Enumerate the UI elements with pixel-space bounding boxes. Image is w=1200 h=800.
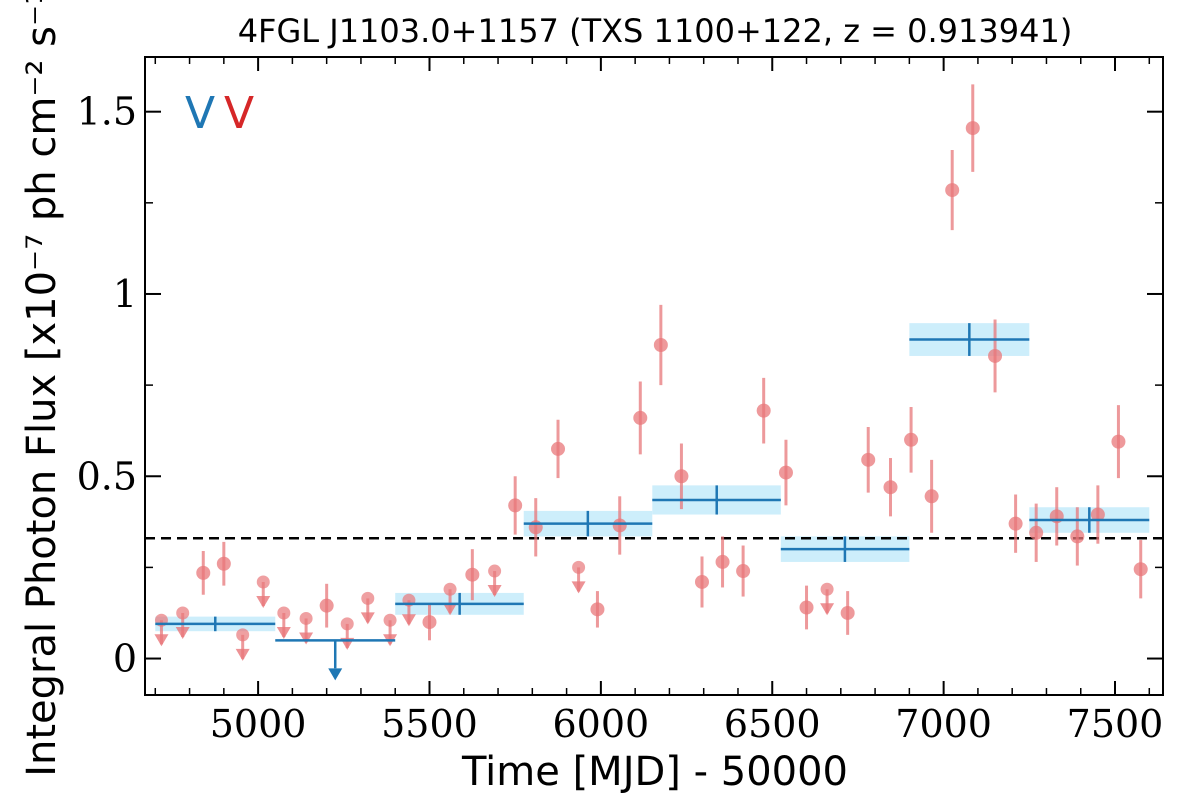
flux-point xyxy=(1133,562,1148,577)
flux-point xyxy=(694,574,709,589)
flux-point xyxy=(256,575,270,589)
y-axis-ticks: 0 0.5 1 1.5 xyxy=(77,90,1163,681)
flux-point xyxy=(674,469,689,484)
x-tick-label: 6500 xyxy=(724,702,821,746)
flux-point xyxy=(1029,525,1044,540)
flux-point xyxy=(551,441,566,456)
x-tick-label: 7500 xyxy=(1067,702,1164,746)
flux-point xyxy=(422,615,437,630)
flux-point xyxy=(216,556,231,571)
flux-point xyxy=(1090,507,1105,522)
upper-limit-arrow xyxy=(401,614,416,627)
flux-point xyxy=(736,564,751,579)
upper-limit-arrow xyxy=(276,626,291,639)
flux-point xyxy=(883,480,898,495)
y-tick-label: 1.5 xyxy=(77,90,137,134)
flux-point xyxy=(820,582,834,596)
flux-point xyxy=(633,410,648,425)
upper-limit-arrow xyxy=(571,581,586,594)
flux-point xyxy=(945,183,960,198)
flux-point xyxy=(590,602,605,617)
y-tick-label: 0.5 xyxy=(77,454,137,498)
flux-point xyxy=(340,617,354,631)
upper-limit-arrow xyxy=(487,585,502,598)
flux-point xyxy=(988,348,1003,363)
bayesian-block-upper-limit-arrow xyxy=(328,668,343,681)
flux-point xyxy=(778,465,793,480)
flux-point xyxy=(861,452,876,467)
upper-limit-arrow xyxy=(820,603,835,616)
upper-limit-arrow xyxy=(360,612,375,625)
flux-point xyxy=(904,432,919,447)
flux-point xyxy=(508,498,523,513)
flux-point xyxy=(277,606,291,620)
monthly-flux-points xyxy=(154,84,1148,661)
flux-point xyxy=(319,598,334,613)
flux-point xyxy=(488,564,502,578)
flux-point xyxy=(572,560,586,574)
y-tick-label: 1 xyxy=(113,272,137,316)
upper-limit-arrow xyxy=(154,634,169,647)
x-tick-label: 5000 xyxy=(210,702,307,746)
flux-point xyxy=(465,567,480,582)
upper-limit-arrow xyxy=(235,648,250,661)
flux-point xyxy=(236,628,250,642)
plot-frame xyxy=(144,56,1164,696)
flux-point xyxy=(965,121,980,136)
flux-point xyxy=(840,605,855,620)
flux-point xyxy=(443,582,457,596)
flux-point xyxy=(299,611,313,625)
bayesian-blocks xyxy=(155,323,1150,681)
flux-point xyxy=(361,591,375,605)
flux-point xyxy=(756,403,771,418)
upper-limit-arrow xyxy=(256,595,271,608)
upper-limit-arrow xyxy=(299,632,314,645)
x-axis-label: Time [MJD] - 50000 xyxy=(461,749,848,795)
flux-point xyxy=(176,606,190,620)
upper-limit-arrow xyxy=(443,603,458,616)
flux-point xyxy=(383,613,397,627)
y-axis-label: Integral Photon Flux [x10⁻⁷ ph cm⁻² s⁻¹] xyxy=(19,0,65,777)
flux-point xyxy=(612,518,627,533)
flux-point xyxy=(1111,434,1126,449)
flux-point xyxy=(1008,516,1023,531)
upper-limit-arrow xyxy=(175,626,190,639)
flux-point xyxy=(196,565,211,580)
x-tick-label: 7000 xyxy=(895,702,992,746)
flux-point xyxy=(528,520,543,535)
chart-title: 4FGL J1103.0+1157 (TXS 1100+122, z = 0.9… xyxy=(238,12,1073,50)
flux-point xyxy=(1070,529,1085,544)
flux-point xyxy=(799,600,814,615)
flux-point xyxy=(653,338,668,353)
legend-entry-red: V xyxy=(224,88,254,139)
flux-point xyxy=(1049,509,1064,524)
y-tick-label: 0 xyxy=(113,637,137,681)
flux-point xyxy=(924,489,939,504)
x-tick-label: 5500 xyxy=(381,702,478,746)
x-tick-label: 6000 xyxy=(553,702,650,746)
flux-point xyxy=(715,554,730,569)
x-axis-ticks: 5000 5500 6000 6500 7000 7500 xyxy=(154,57,1164,746)
legend-entry-blue: V xyxy=(185,88,215,139)
